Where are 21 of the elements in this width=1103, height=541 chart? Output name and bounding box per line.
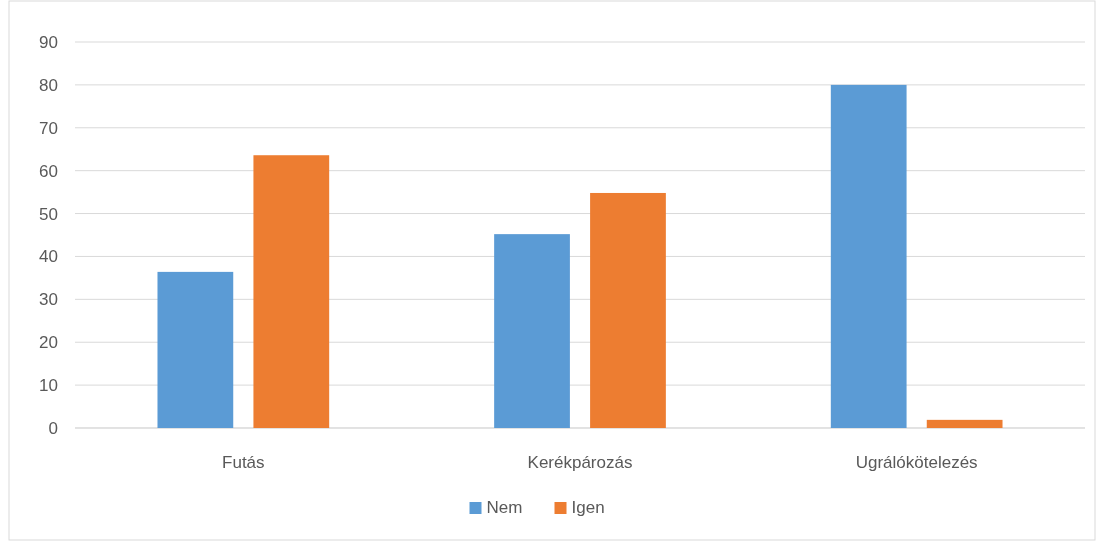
x-tick-label: Futás xyxy=(222,453,265,472)
bar xyxy=(590,192,666,428)
y-tick-label: 40 xyxy=(39,247,58,267)
bar xyxy=(494,234,570,428)
y-tick-label: 60 xyxy=(39,161,58,181)
y-tick-label: 30 xyxy=(39,290,58,310)
legend-label: Igen xyxy=(571,498,605,517)
legend-label: Nem xyxy=(486,498,523,517)
y-tick-label: 0 xyxy=(48,418,58,438)
y-tick-label: 10 xyxy=(39,376,58,396)
x-tick-label: Kerékpározás xyxy=(527,453,633,472)
y-tick-label: 80 xyxy=(39,75,58,95)
bar xyxy=(253,155,330,428)
bar xyxy=(157,271,234,428)
x-tick-label: Ugrálókötelezés xyxy=(855,453,978,472)
y-tick-label: 70 xyxy=(39,118,58,138)
bar xyxy=(830,84,907,428)
y-tick-label: 90 xyxy=(39,32,58,52)
y-tick-label: 50 xyxy=(39,204,58,224)
bar xyxy=(926,419,1003,428)
y-tick-label: 20 xyxy=(39,333,58,353)
